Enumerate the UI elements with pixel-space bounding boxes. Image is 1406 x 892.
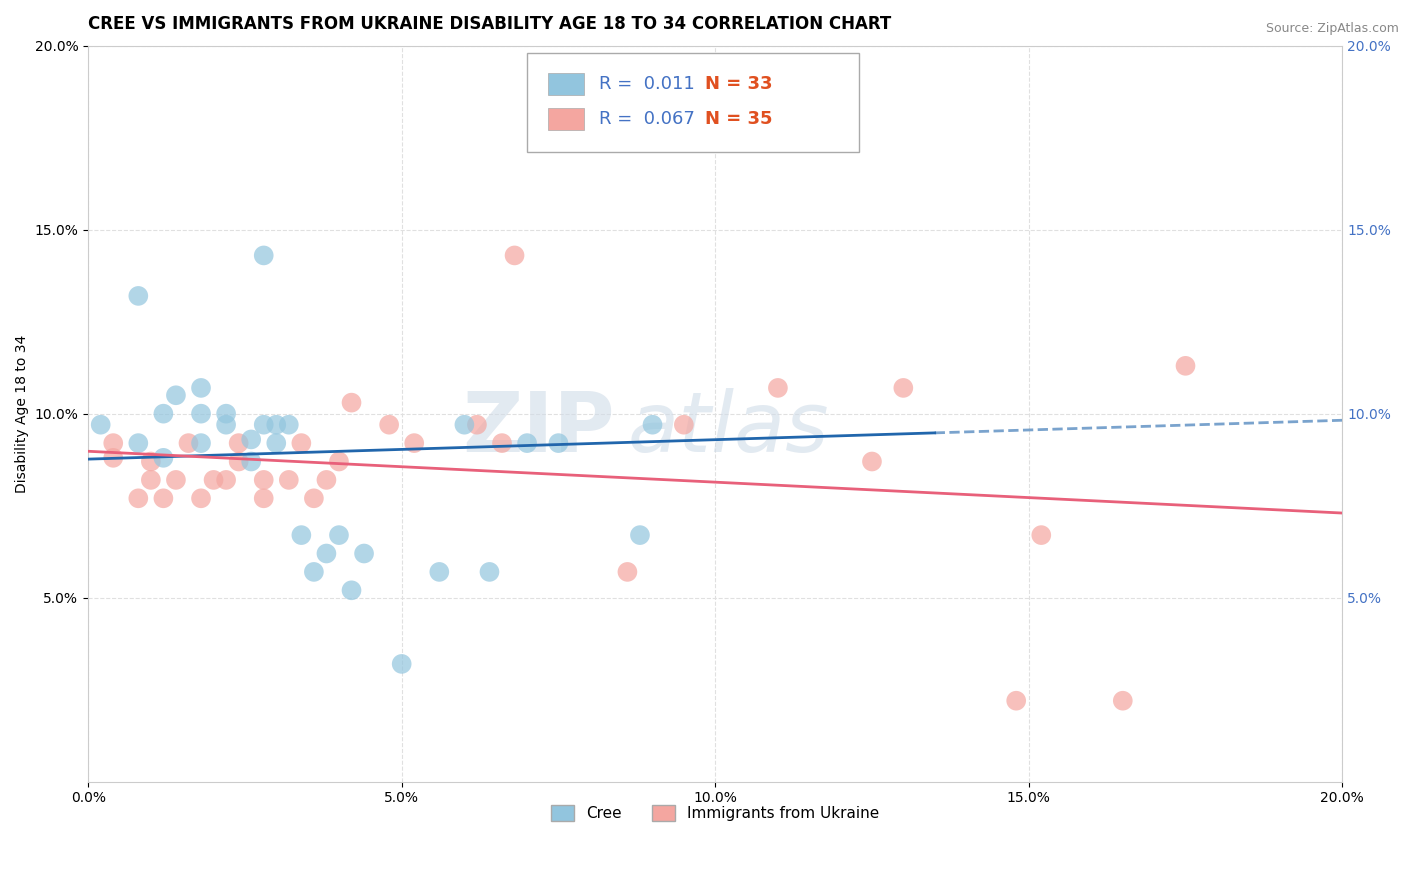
- Point: [190, 436, 212, 450]
- Point: [152, 407, 174, 421]
- Point: [277, 417, 299, 432]
- Point: [215, 417, 238, 432]
- Point: [264, 436, 287, 450]
- Point: [152, 491, 174, 506]
- FancyBboxPatch shape: [548, 73, 583, 95]
- Point: [127, 436, 149, 450]
- Point: [139, 454, 162, 468]
- Point: [391, 657, 413, 671]
- Point: [404, 436, 426, 450]
- Point: [139, 473, 162, 487]
- Point: [491, 436, 513, 450]
- Point: [190, 407, 212, 421]
- Point: [547, 436, 569, 450]
- Point: [830, 94, 852, 108]
- Text: Source: ZipAtlas.com: Source: ZipAtlas.com: [1265, 22, 1399, 36]
- Point: [465, 417, 488, 432]
- Point: [215, 407, 238, 421]
- Point: [1005, 694, 1028, 708]
- Point: [503, 248, 526, 262]
- Point: [616, 565, 638, 579]
- Point: [340, 395, 363, 409]
- Point: [228, 454, 250, 468]
- Point: [165, 473, 187, 487]
- Text: ZIP: ZIP: [463, 388, 614, 469]
- Point: [240, 433, 263, 447]
- Text: atlas: atlas: [627, 388, 830, 469]
- Point: [127, 289, 149, 303]
- Point: [478, 565, 501, 579]
- Text: N = 35: N = 35: [706, 111, 773, 128]
- Point: [264, 417, 287, 432]
- Point: [103, 450, 125, 465]
- Point: [315, 473, 337, 487]
- Point: [628, 528, 651, 542]
- Point: [302, 491, 325, 506]
- Text: CREE VS IMMIGRANTS FROM UKRAINE DISABILITY AGE 18 TO 34 CORRELATION CHART: CREE VS IMMIGRANTS FROM UKRAINE DISABILI…: [89, 15, 891, 33]
- Point: [353, 547, 375, 561]
- Point: [90, 417, 112, 432]
- Text: N = 33: N = 33: [706, 75, 773, 93]
- Point: [340, 583, 363, 598]
- Point: [1174, 359, 1197, 373]
- Point: [672, 417, 695, 432]
- Point: [427, 565, 450, 579]
- Point: [103, 436, 125, 450]
- Point: [152, 450, 174, 465]
- Point: [253, 491, 276, 506]
- FancyBboxPatch shape: [548, 108, 583, 130]
- Point: [315, 547, 337, 561]
- Point: [253, 473, 276, 487]
- Legend: Cree, Immigrants from Ukraine: Cree, Immigrants from Ukraine: [544, 799, 886, 827]
- Point: [215, 473, 238, 487]
- Point: [127, 491, 149, 506]
- FancyBboxPatch shape: [527, 53, 859, 153]
- Point: [1031, 528, 1053, 542]
- Text: R =  0.011: R = 0.011: [599, 75, 695, 93]
- Y-axis label: Disability Age 18 to 34: Disability Age 18 to 34: [15, 334, 30, 492]
- Point: [1112, 694, 1135, 708]
- Point: [253, 417, 276, 432]
- Point: [641, 417, 664, 432]
- Point: [290, 436, 312, 450]
- Point: [766, 381, 789, 395]
- Point: [378, 417, 401, 432]
- Point: [190, 381, 212, 395]
- Point: [190, 491, 212, 506]
- Point: [177, 436, 200, 450]
- Point: [290, 528, 312, 542]
- Point: [453, 417, 475, 432]
- Point: [253, 248, 276, 262]
- Point: [516, 436, 538, 450]
- Point: [302, 565, 325, 579]
- Point: [860, 454, 883, 468]
- Point: [202, 473, 225, 487]
- Point: [277, 473, 299, 487]
- Point: [228, 436, 250, 450]
- Point: [240, 454, 263, 468]
- Point: [891, 381, 914, 395]
- Point: [328, 528, 350, 542]
- Point: [165, 388, 187, 402]
- Text: R =  0.067: R = 0.067: [599, 111, 695, 128]
- Point: [328, 454, 350, 468]
